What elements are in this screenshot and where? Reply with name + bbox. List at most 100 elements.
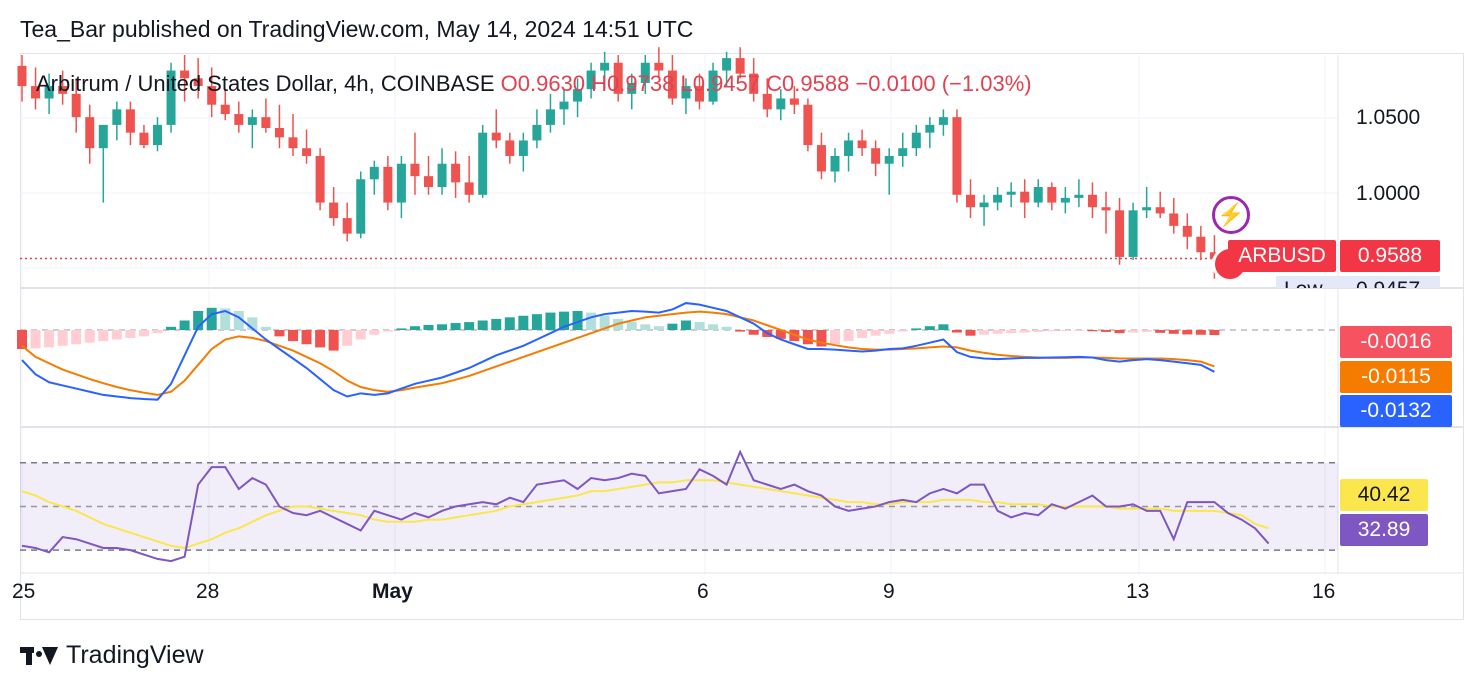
candle [437, 148, 447, 195]
candle [1033, 179, 1043, 208]
candle [871, 140, 881, 177]
candle [153, 117, 162, 152]
candle-body [532, 124, 542, 141]
candle [586, 62, 596, 99]
candle [803, 98, 813, 152]
macd-histogram-bar [1195, 330, 1206, 335]
macd-histogram-bar [17, 330, 27, 349]
macd-histogram-bar [301, 330, 312, 345]
macd-histogram-bar [98, 330, 109, 342]
symbol-line: Arbitrum / United States Dollar, 4h, COI… [36, 71, 495, 96]
candle [1128, 202, 1138, 261]
macd-signal-tag: -0.0115 [1340, 361, 1452, 393]
candle [532, 109, 542, 149]
candle [708, 62, 718, 105]
macd-histogram-bar [870, 330, 881, 336]
candle-body [667, 70, 677, 99]
candle [329, 187, 339, 226]
macd-histogram-bar [30, 330, 41, 349]
candle-body [735, 58, 745, 74]
rsi-pane [20, 449, 1338, 563]
candle [993, 187, 1003, 211]
macd-histogram-bar [572, 311, 583, 330]
lightning-icon[interactable]: ⚡ [1212, 196, 1250, 234]
candle-body [1006, 191, 1016, 195]
ohlc-change: −0.0100 (−1.03%) [855, 71, 1032, 96]
candle-body [193, 78, 203, 87]
macd-histogram-bar [57, 330, 68, 346]
publisher-line: Tea_Bar published on TradingView.com, Ma… [20, 16, 694, 42]
candle [1196, 225, 1206, 261]
candle [545, 93, 555, 133]
macd-pane [17, 302, 1338, 401]
macd-histogram-bar [369, 330, 380, 335]
candle [139, 124, 149, 149]
candle [925, 117, 935, 149]
candle-body [640, 62, 650, 83]
macd-histogram-bar [260, 326, 271, 330]
macd-histogram-bar [802, 330, 813, 345]
candle [654, 47, 664, 79]
macd-histogram-bar [1073, 330, 1084, 331]
candle [1047, 182, 1057, 211]
candle [789, 86, 799, 115]
candle-body [884, 155, 894, 164]
candle-body [369, 166, 379, 180]
candle [180, 55, 190, 102]
brand-name: TradingView [66, 641, 204, 669]
candle-body [600, 62, 610, 71]
candle [71, 78, 81, 133]
candle [844, 132, 854, 172]
x-tick-label: May [372, 580, 413, 603]
x-tick-label: 25 [12, 580, 36, 603]
candle-body [396, 163, 406, 203]
candle-body [464, 182, 474, 195]
candle [830, 148, 840, 183]
candle [1060, 187, 1070, 214]
candle-body [1115, 210, 1125, 257]
candle [220, 89, 230, 121]
macd-histogram-bar [504, 317, 515, 330]
candle-body [234, 114, 244, 125]
macd-histogram-bar [1141, 330, 1152, 332]
candle-body [220, 104, 230, 115]
macd-histogram-bar [206, 307, 217, 330]
candle [125, 101, 135, 146]
macd-histogram-bar [1006, 330, 1017, 334]
candle-body [993, 194, 1003, 203]
candle [1155, 191, 1165, 219]
macd-histogram-bar [477, 320, 488, 330]
macd-histogram-bar [830, 330, 840, 345]
candle-body [153, 124, 162, 146]
macd-histogram-bar [775, 330, 786, 339]
macd-histogram-bar [586, 312, 597, 330]
tradingview-logo[interactable]: TradingView [20, 641, 204, 670]
macd-histogram-bar [518, 315, 529, 330]
macd-histogram-bar [179, 320, 190, 330]
macd-histogram-bar [1060, 330, 1071, 331]
macd-histogram-bar [911, 328, 922, 330]
candle-body [627, 82, 637, 94]
candle-body [1155, 207, 1165, 214]
candle [342, 202, 352, 242]
macd-histogram-bar [450, 323, 461, 330]
candle [695, 73, 704, 110]
candle-body [518, 140, 528, 156]
macd-histogram-bar [965, 330, 976, 336]
macd-histogram-bar [857, 330, 868, 338]
candle [112, 101, 122, 141]
candle [613, 55, 623, 102]
symbol-tag: ARBUSD [1228, 240, 1336, 272]
candle [518, 132, 528, 172]
candle [1101, 191, 1111, 234]
macd-histogram-bar [1114, 330, 1125, 334]
macd-histogram-bar [166, 326, 177, 330]
candle [966, 179, 975, 219]
macd-histogram-bar [1019, 330, 1030, 333]
candle [776, 89, 786, 121]
candle-body [139, 132, 149, 146]
candle [464, 155, 474, 203]
candle-body [261, 117, 271, 129]
tradingview-logo-icon [20, 645, 60, 667]
